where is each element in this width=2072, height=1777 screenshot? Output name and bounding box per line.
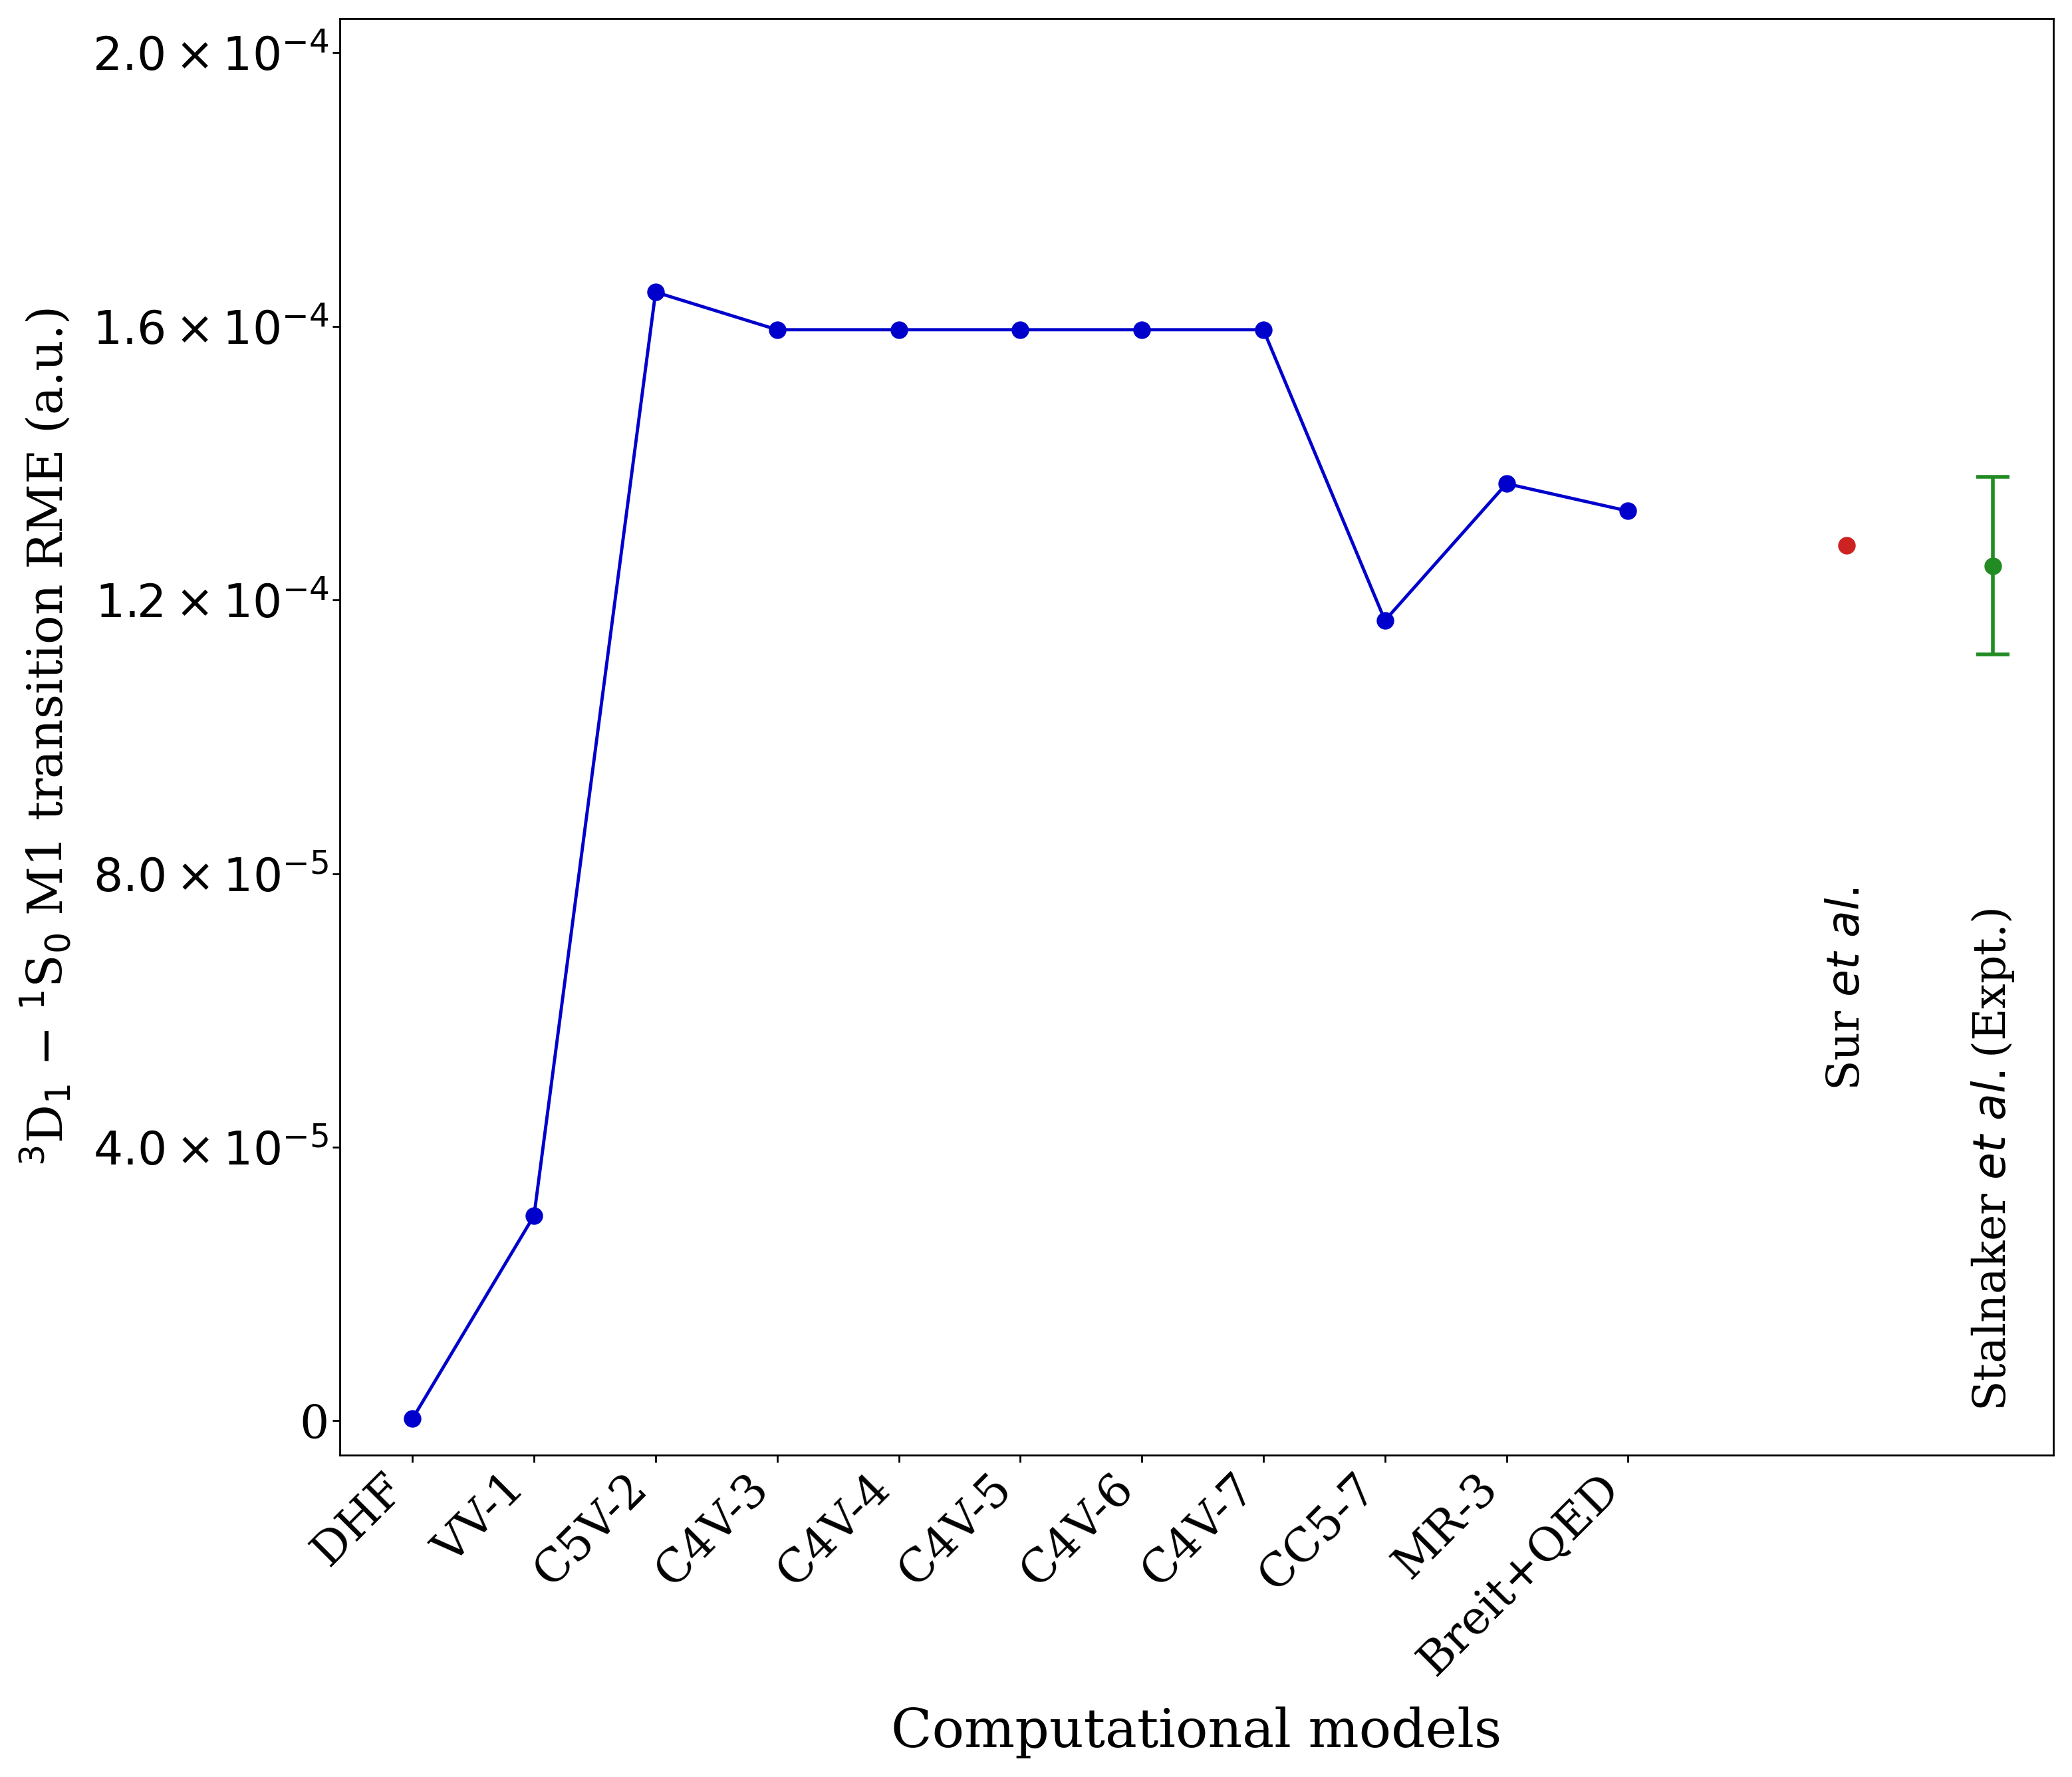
Point — [638, 277, 671, 306]
Text: Sur $et\ al.$: Sur $et\ al.$ — [1825, 887, 1869, 1091]
Point — [1003, 316, 1036, 345]
Point — [518, 1201, 551, 1230]
Point — [1368, 606, 1401, 634]
Y-axis label: $^3$D$_1$ $-$ $^1$S$_0$ M1 transition RME (a.u.): $^3$D$_1$ $-$ $^1$S$_0$ M1 transition RM… — [19, 307, 75, 1166]
Point — [883, 316, 916, 345]
Text: Stalnaker $et\ al.$(Expt.): Stalnaker $et\ al.$(Expt.) — [1970, 908, 2016, 1411]
Point — [1490, 469, 1523, 498]
Point — [1830, 531, 1863, 560]
X-axis label: Computational models: Computational models — [891, 1706, 1502, 1759]
Point — [1612, 498, 1645, 526]
Point — [396, 1404, 429, 1432]
Point — [1125, 316, 1158, 345]
Point — [1247, 316, 1280, 345]
Point — [760, 316, 794, 345]
